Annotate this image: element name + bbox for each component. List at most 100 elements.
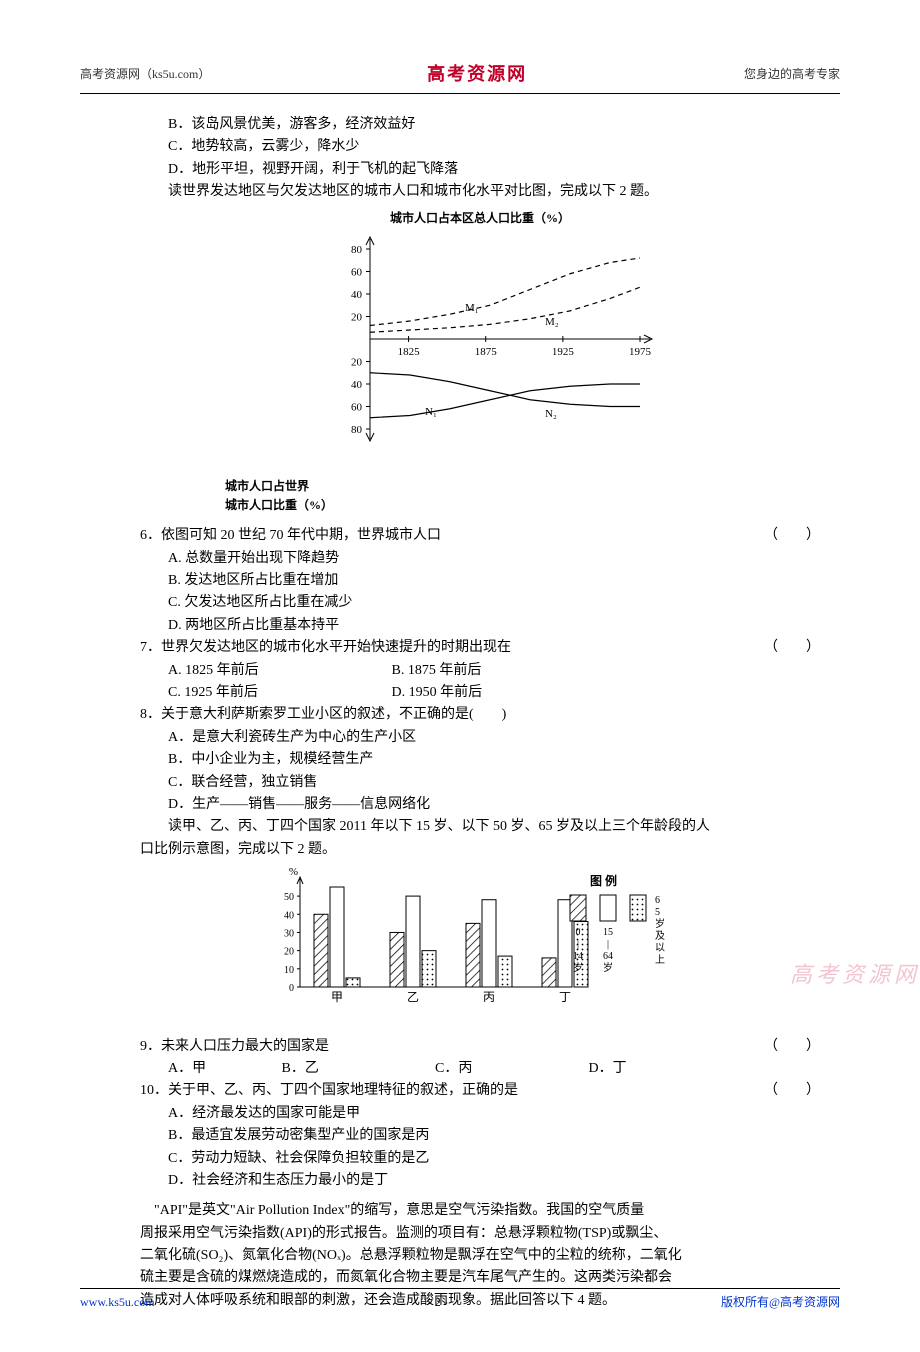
- q9-opts: A．甲 B．乙 C．丙 D．丁: [140, 1058, 820, 1080]
- svg-text:5: 5: [655, 907, 660, 918]
- svg-text:60: 60: [351, 401, 363, 413]
- svg-text:0: 0: [289, 983, 294, 994]
- svg-text:40: 40: [351, 289, 363, 301]
- q7-opts-row1: A. 1825 年前后 B. 1875 年前后: [140, 660, 820, 682]
- svg-text:1925: 1925: [552, 346, 575, 358]
- svg-text:图 例: 图 例: [590, 873, 617, 888]
- svg-text:6: 6: [655, 895, 660, 906]
- intro-2a: 读甲、乙、丙、丁四个国家 2011 年以下 15 岁、以下 50 岁、65 岁及…: [140, 816, 820, 838]
- q8-A: A．是意大利瓷砖生产为中心的生产小区: [140, 727, 820, 749]
- svg-text:14: 14: [573, 951, 583, 962]
- svg-text:丁: 丁: [559, 990, 571, 1004]
- svg-text:M₁: M₁: [465, 302, 479, 314]
- q7-D: D. 1950 年前后: [392, 682, 483, 704]
- footer-right: 版权所有@高考资源网: [721, 1293, 840, 1312]
- svg-text:丙: 丙: [483, 990, 495, 1004]
- svg-text:|: |: [577, 939, 579, 950]
- svg-text:10: 10: [284, 965, 294, 976]
- svg-text:岁: 岁: [655, 917, 665, 930]
- q9-A: A．甲: [168, 1058, 278, 1080]
- svg-text:60: 60: [351, 266, 363, 278]
- q8-D: D．生产——销售——服务——信息网络化: [140, 794, 820, 816]
- q7-A: A. 1825 年前后: [168, 660, 388, 682]
- q6-B: B. 发达地区所占比重在增加: [140, 570, 820, 592]
- svg-text:40: 40: [351, 379, 363, 391]
- page-footer: www.ks5u.com - 2 - 版权所有@高考资源网: [80, 1288, 840, 1312]
- watermark-text: 高考资源网: [790, 957, 920, 992]
- svg-text:1875: 1875: [475, 346, 498, 358]
- svg-text:%: %: [289, 867, 298, 878]
- svg-text:1975: 1975: [629, 346, 652, 358]
- svg-text:0: 0: [576, 927, 581, 938]
- svg-text:N₁: N₁: [425, 406, 437, 418]
- q10-C: C．劳动力短缺、社会保障负担较重的是乙: [140, 1148, 820, 1170]
- q9-stem: 9．未来人口压力最大的国家是: [140, 1036, 329, 1058]
- svg-text:30: 30: [284, 929, 294, 940]
- q8-C: C．联合经营，独立销售: [140, 772, 820, 794]
- chart1-top-title: 城市人口占本区总人口比重（%）: [140, 209, 820, 228]
- svg-text:|: |: [607, 939, 609, 950]
- opt-5-C: C．地势较高，云雾少，降水少: [140, 136, 820, 158]
- q7-paren: （ ）: [764, 637, 820, 659]
- q9-B: B．乙: [282, 1058, 432, 1080]
- chart2-svg: %50403020100甲乙丙丁图 例0|14岁15|64岁65岁及以上: [260, 867, 700, 1017]
- q8-B: B．中小企业为主，规模经营生产: [140, 749, 820, 771]
- footer-left: www.ks5u.com: [80, 1293, 155, 1312]
- svg-text:岁: 岁: [573, 961, 583, 974]
- svg-text:80: 80: [351, 244, 363, 256]
- intro-2b: 口比例示意图，完成以下 2 题。: [140, 839, 820, 861]
- q6-paren: （ ）: [764, 525, 820, 547]
- svg-text:1825: 1825: [398, 346, 421, 358]
- para-l2: 周报采用空气污染指数(API)的形式报告。监测的项目有：总悬浮颗粒物(TSP)或…: [140, 1223, 820, 1245]
- chart-1: 城市人口占本区总人口比重（%） 80 60 40 20 20 40 60 80 1825 1875…: [140, 209, 820, 515]
- q6-D: D. 两地区所占比重基本持平: [140, 615, 820, 637]
- q8-stem: 8．关于意大利萨斯索罗工业小区的叙述，不正确的是( ): [140, 704, 820, 726]
- q6-A: A. 总数量开始出现下降趋势: [140, 548, 820, 570]
- chart1-svg: 80 60 40 20 20 40 60 80 1825 1875 1925 1975 （年） M₁ M₂ N…: [300, 229, 660, 469]
- svg-text:50: 50: [284, 892, 294, 903]
- header-center-logo: 高考资源网: [427, 60, 527, 89]
- intro-1: 读世界发达地区与欠发达地区的城市人口和城市化水平对比图，完成以下 2 题。: [140, 181, 820, 203]
- q6-C: C. 欠发达地区所占比重在减少: [140, 592, 820, 614]
- svg-text:及: 及: [655, 930, 665, 942]
- q10-D: D．社会经济和生态压力最小的是丁: [140, 1170, 820, 1192]
- svg-text:20: 20: [351, 356, 363, 368]
- q7-opts-row2: C. 1925 年前后 D. 1950 年前后: [140, 682, 820, 704]
- page-content: B．该岛风景优美，游客多，经济效益好 C．地势较高，云雾少，降水少 D．地形平坦…: [80, 114, 840, 1312]
- svg-text:15: 15: [603, 927, 613, 938]
- para-l3: 二氧化硫(SO₂)、氮氧化合物(NOₓ)。总悬浮颗粒物是飘浮在空气中的尘粒的统称…: [140, 1245, 820, 1267]
- svg-text:岁: 岁: [603, 961, 613, 974]
- svg-text:M₂: M₂: [545, 316, 559, 328]
- chart1-bot-title-1: 城市人口占世界: [225, 479, 309, 493]
- q7-B: B. 1875 年前后: [392, 660, 482, 682]
- footer-center: - 2 -: [428, 1293, 448, 1312]
- opt-5-B: B．该岛风景优美，游客多，经济效益好: [140, 114, 820, 136]
- q6-stem: 6．依图可知 20 世纪 70 年代中期，世界城市人口: [140, 525, 441, 547]
- para-l1: "API"是英文"Air Pollution Index"的缩写，意思是空气污染…: [140, 1200, 820, 1222]
- q10-paren: （ ）: [764, 1080, 820, 1102]
- svg-text:40: 40: [284, 910, 294, 921]
- svg-text:20: 20: [284, 947, 294, 958]
- header-left: 高考资源网（ks5u.com）: [80, 65, 210, 84]
- svg-text:甲: 甲: [331, 990, 343, 1004]
- para-l4: 硫主要是含硫的煤燃烧造成的，而氮氧化合物主要是汽车尾气产生的。这两类污染都会: [140, 1267, 820, 1289]
- svg-text:80: 80: [351, 424, 363, 436]
- q9-paren: （ ）: [764, 1036, 820, 1058]
- svg-text:N₂: N₂: [545, 408, 557, 420]
- q10-stem: 10．关于甲、乙、丙、丁四个国家地理特征的叙述，正确的是: [140, 1080, 518, 1102]
- opt-5-D: D．地形平坦，视野开阔，利于飞机的起飞降落: [140, 159, 820, 181]
- header-right: 您身边的高考专家: [744, 65, 840, 84]
- q10-A: A．经济最发达的国家可能是甲: [140, 1103, 820, 1125]
- chart-2: %50403020100甲乙丙丁图 例0|14岁15|64岁65岁及以上 高考资…: [140, 867, 820, 1025]
- q10-B: B．最适宜发展劳动密集型产业的国家是丙: [140, 1125, 820, 1147]
- q9-C: C．丙: [435, 1058, 585, 1080]
- svg-text:（年）: （年）: [658, 333, 660, 347]
- svg-text:20: 20: [351, 311, 363, 323]
- svg-text:以: 以: [655, 943, 665, 954]
- svg-text:64: 64: [603, 951, 613, 962]
- q7-C: C. 1925 年前后: [168, 682, 388, 704]
- chart1-bot-title-2: 城市人口比重（%）: [225, 498, 333, 512]
- svg-text:上: 上: [655, 954, 665, 966]
- page-header: 高考资源网（ks5u.com） 高考资源网 您身边的高考专家: [80, 60, 840, 94]
- svg-text:乙: 乙: [407, 990, 419, 1004]
